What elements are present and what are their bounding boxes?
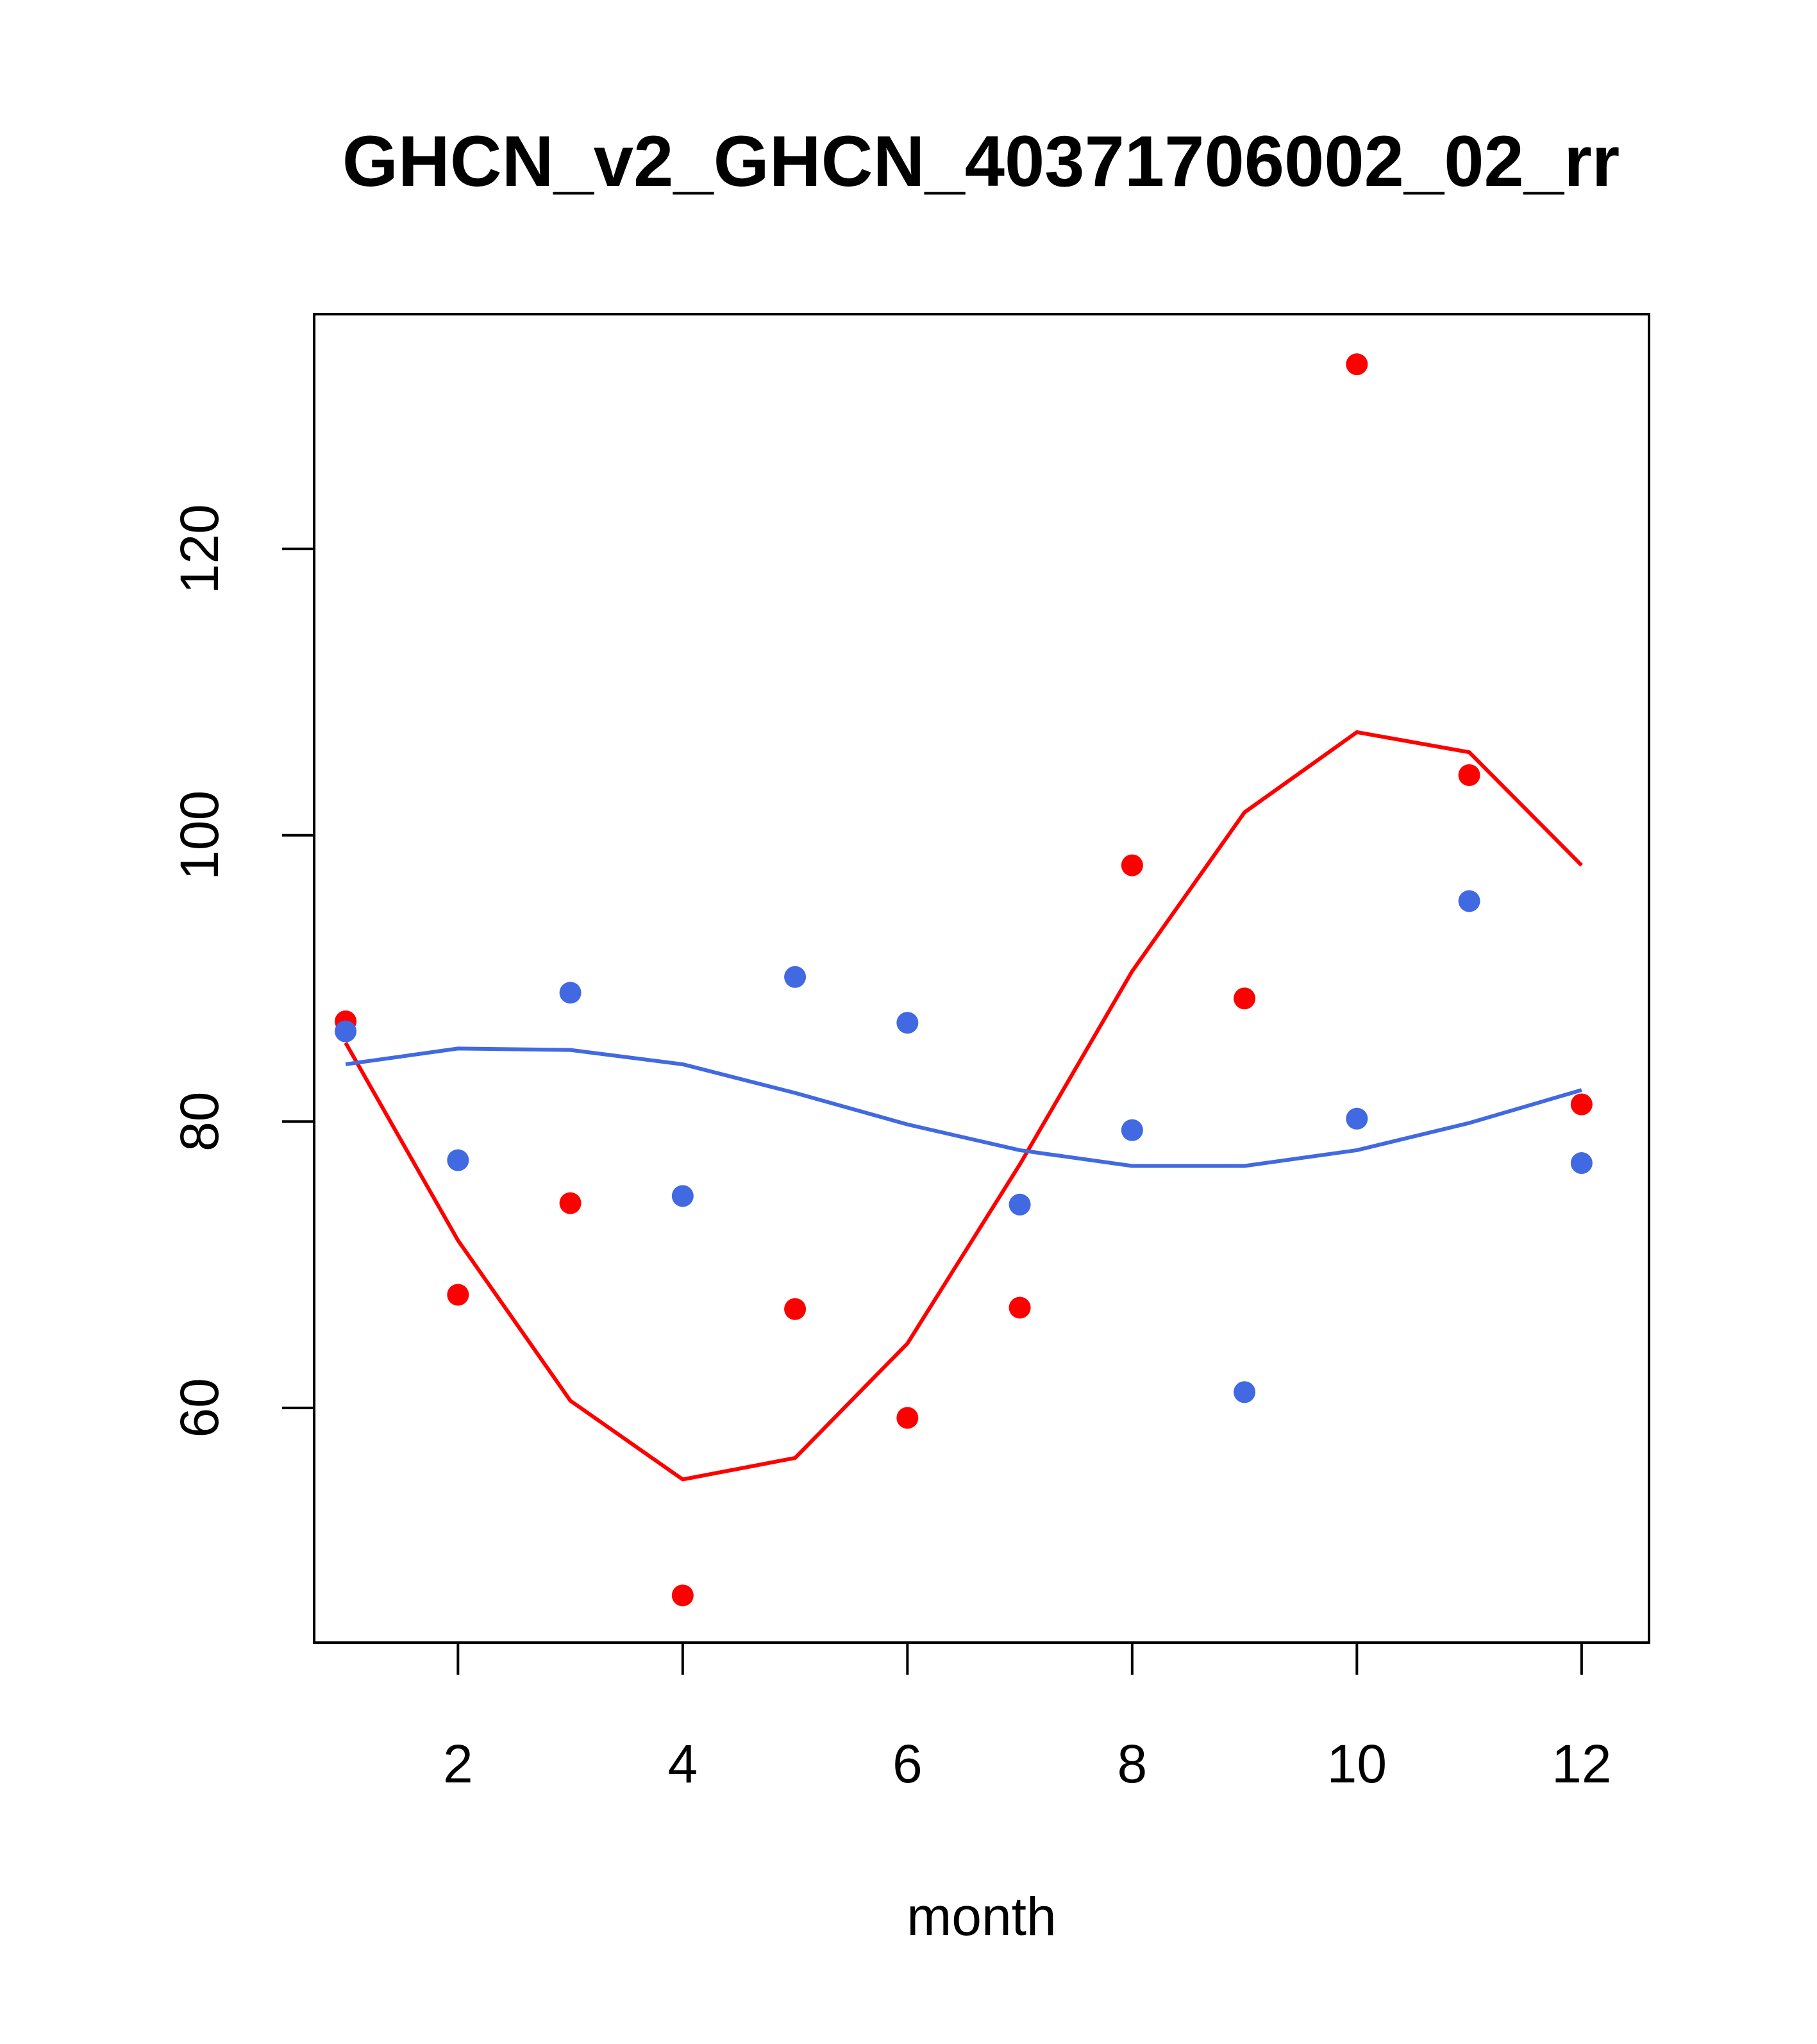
series-1: [335, 353, 1593, 1607]
series-1-point: [447, 1284, 469, 1306]
series-1-point: [559, 1192, 582, 1214]
x-tick-label: 10: [1327, 1734, 1387, 1794]
series-1-point: [784, 1298, 807, 1320]
series-2-point: [559, 982, 582, 1004]
series-2-point: [1121, 1119, 1143, 1141]
y-tick-label: 60: [169, 1378, 230, 1437]
series-2-point: [1458, 890, 1480, 912]
x-tick-label: 4: [667, 1734, 698, 1794]
series-1-point: [896, 1407, 919, 1429]
series-2-point: [1570, 1152, 1593, 1175]
x-axis: 2 4 6 8 10 12: [443, 1641, 1612, 1794]
series-1-point: [1234, 987, 1256, 1010]
series-2-point: [784, 966, 807, 988]
x-axis-label: month: [907, 1886, 1056, 1947]
y-tick-label: 80: [169, 1092, 230, 1152]
series-1-point: [671, 1584, 694, 1607]
y-axis: 60 80 100 120: [169, 504, 315, 1438]
series-1-point: [1121, 854, 1143, 876]
series-2-point: [896, 1012, 919, 1034]
plot-frame: [313, 313, 1650, 1644]
y-tick-label: 100: [169, 791, 230, 880]
series-2-point: [1009, 1193, 1031, 1216]
series-layer: [335, 353, 1593, 1607]
x-tick-label: 6: [892, 1734, 923, 1794]
series-1-line: [344, 730, 1583, 1482]
series-2-point: [671, 1185, 694, 1207]
chart-title: GHCN_v2_GHCN_40371706002_02_rr: [342, 121, 1620, 201]
series-2-point: [335, 1020, 357, 1043]
series-1-point: [1458, 764, 1480, 786]
series-2-point: [1234, 1381, 1256, 1403]
series-2-line: [345, 1046, 1582, 1168]
series-1-point: [1009, 1296, 1031, 1319]
series-2-point: [1346, 1107, 1368, 1130]
series-2: [335, 890, 1593, 1403]
series-1-point: [1570, 1093, 1593, 1116]
x-tick-label: 8: [1117, 1734, 1147, 1794]
series-1-point: [1346, 353, 1368, 376]
x-tick-label: 12: [1552, 1734, 1611, 1794]
x-tick-label: 2: [443, 1734, 473, 1794]
series-2-point: [447, 1149, 469, 1171]
y-tick-label: 120: [169, 504, 230, 594]
